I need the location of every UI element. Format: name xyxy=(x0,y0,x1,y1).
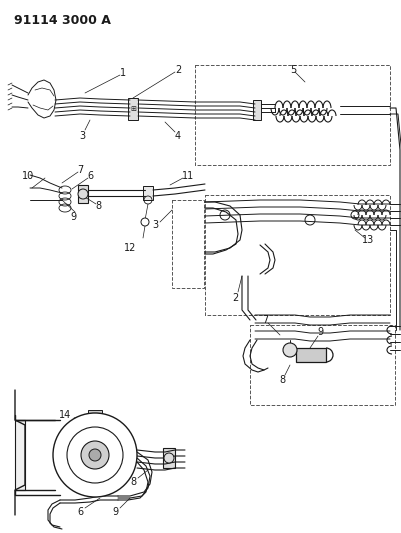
Text: 3: 3 xyxy=(79,131,85,141)
Text: 3: 3 xyxy=(152,220,158,230)
Circle shape xyxy=(53,413,137,497)
Text: 14: 14 xyxy=(59,410,71,420)
Text: 9: 9 xyxy=(112,507,118,517)
Text: 10: 10 xyxy=(22,171,34,181)
Text: 8: 8 xyxy=(130,477,136,487)
Bar xyxy=(205,195,390,315)
Text: 2: 2 xyxy=(175,65,181,75)
Text: 13: 13 xyxy=(362,235,374,245)
Text: 2: 2 xyxy=(232,293,238,303)
Text: 9: 9 xyxy=(70,212,76,222)
Text: 4: 4 xyxy=(175,131,181,141)
Bar xyxy=(172,200,204,288)
Circle shape xyxy=(141,218,149,226)
Text: 7: 7 xyxy=(262,315,268,325)
Text: 6: 6 xyxy=(87,171,93,181)
Bar xyxy=(128,98,138,120)
Text: 91114 3000 A: 91114 3000 A xyxy=(14,14,111,27)
Text: 7: 7 xyxy=(77,165,83,175)
Text: 6: 6 xyxy=(77,507,83,517)
Bar xyxy=(195,65,390,165)
Text: 5: 5 xyxy=(290,65,296,75)
Circle shape xyxy=(81,441,109,469)
Text: 1: 1 xyxy=(120,68,126,78)
Bar xyxy=(15,420,25,490)
Bar xyxy=(143,186,153,200)
Circle shape xyxy=(67,427,123,483)
Bar xyxy=(296,348,326,362)
Text: 9: 9 xyxy=(317,327,323,337)
Text: 8: 8 xyxy=(279,375,285,385)
Bar xyxy=(250,325,395,405)
Circle shape xyxy=(89,449,101,461)
Text: 12: 12 xyxy=(124,243,136,253)
Bar xyxy=(163,448,175,468)
Bar xyxy=(78,185,88,203)
Text: 11: 11 xyxy=(182,171,194,181)
Text: 8: 8 xyxy=(95,201,101,211)
Text: ⊞: ⊞ xyxy=(130,106,136,112)
Bar xyxy=(253,100,261,120)
Circle shape xyxy=(164,453,174,463)
Circle shape xyxy=(283,343,297,357)
Circle shape xyxy=(78,189,88,199)
Bar xyxy=(88,410,102,418)
